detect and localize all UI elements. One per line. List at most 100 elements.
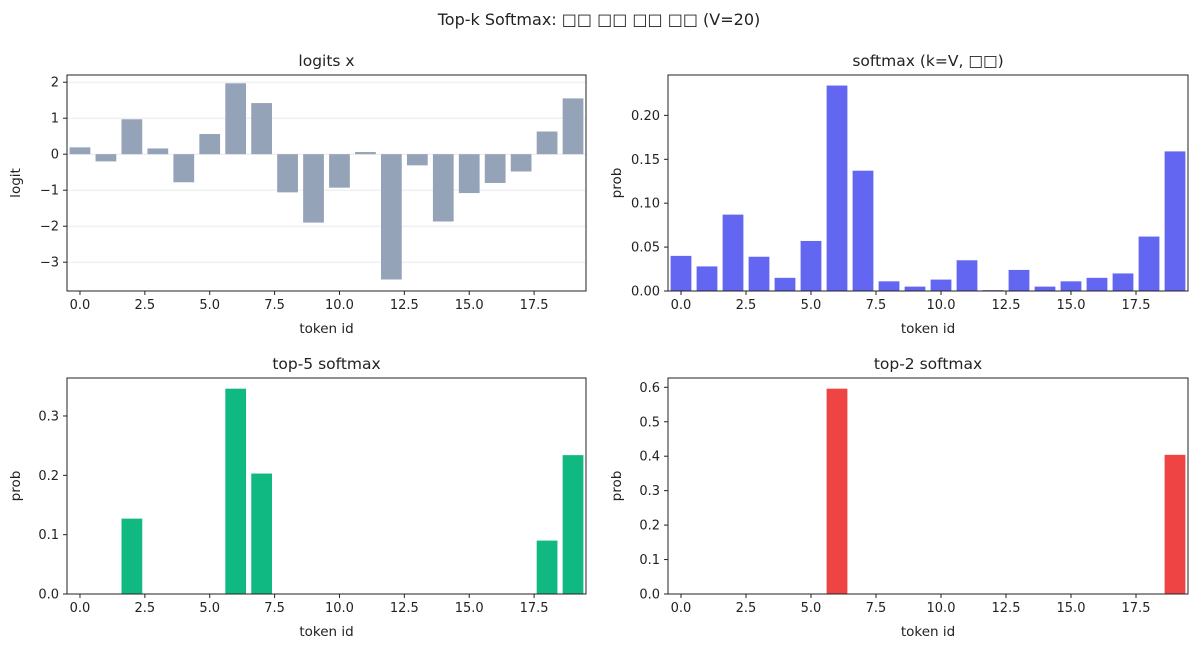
y-tick-label: 2 (51, 76, 59, 91)
x-tick-label: 12.5 (992, 601, 1021, 616)
x-tick-label: 17.5 (520, 601, 549, 616)
bar-token-14 (1034, 286, 1056, 291)
bar-token-11 (355, 152, 376, 155)
x-axis-label: token id (901, 624, 955, 640)
x-tick-label: 10.0 (325, 601, 354, 616)
bar-token-6 (225, 388, 247, 594)
bar-token-0 (670, 255, 692, 291)
y-tick-label: 0.5 (639, 415, 660, 430)
bar-token-16 (1086, 277, 1108, 291)
y-tick-label: −1 (40, 184, 59, 199)
bar-token-8 (277, 154, 298, 193)
x-axis-label: token id (299, 624, 353, 640)
bar-token-13 (1008, 269, 1030, 291)
bar-token-7 (852, 170, 874, 291)
x-axis-label: token id (299, 321, 353, 337)
y-tick-label: 0 (51, 148, 59, 163)
x-tick-label: 15.0 (455, 601, 484, 616)
bar-token-19 (562, 455, 584, 594)
x-tick-label: 5.0 (801, 601, 822, 616)
y-tick-label: 0.15 (631, 153, 660, 168)
y-tick-label: 0.6 (639, 381, 660, 396)
bar-token-7 (251, 103, 273, 155)
bar-token-3 (748, 256, 770, 291)
bar-token-2 (722, 214, 744, 291)
x-tick-label: 0.0 (671, 298, 692, 313)
bar-token-12 (380, 154, 402, 280)
bar-token-0 (69, 147, 91, 155)
x-tick-label: 2.5 (135, 298, 156, 313)
x-tick-label: 17.5 (1122, 298, 1151, 313)
subplot-1: 0.0 2.5 5.0 7.5 10.0 12.5 15.0 17.5 2 1 0 −1 −2 −3 log… (8, 52, 587, 337)
subplot-title: top-5 softmax (272, 355, 380, 373)
axes-frame (667, 74, 1189, 292)
bar-token-19 (1164, 454, 1186, 594)
x-tick-label: 2.5 (135, 601, 156, 616)
x-tick-label: 5.0 (801, 298, 822, 313)
y-tick-label: −3 (40, 256, 59, 271)
bar-token-2 (121, 518, 143, 594)
bar-token-13 (406, 154, 428, 166)
y-tick-label: 0.3 (639, 484, 660, 499)
bar-token-5 (800, 240, 822, 291)
bar-token-2 (121, 119, 143, 155)
y-axis-label: prob (609, 471, 625, 502)
bar-token-15 (458, 154, 480, 194)
x-tick-label: 2.5 (736, 601, 757, 616)
x-tick-label: 7.5 (866, 601, 887, 616)
x-tick-label: 15.0 (1057, 601, 1086, 616)
bar-token-18 (536, 131, 558, 155)
subplot-3: 0.0 2.5 5.0 7.5 10.0 12.5 15.0 17.5 0.3 0.2 0.1 0.0… (8, 355, 587, 640)
x-tick-label: 0.0 (70, 601, 91, 616)
x-tick-label: 17.5 (1122, 601, 1151, 616)
bar-token-1 (696, 266, 718, 291)
bar-token-14 (432, 154, 454, 222)
bar-token-17 (510, 154, 532, 172)
y-axis-label: prob (8, 471, 24, 502)
x-tick-label: 0.0 (671, 601, 692, 616)
y-tick-label: −2 (40, 220, 59, 235)
bar-token-10 (329, 154, 350, 188)
x-tick-label: 12.5 (992, 298, 1021, 313)
bar-token-4 (774, 277, 796, 291)
bar-token-19 (1164, 151, 1186, 291)
bar-token-15 (1060, 281, 1082, 291)
bar-token-6 (826, 85, 848, 291)
axes-frame (667, 377, 1189, 595)
x-tick-label: 10.0 (927, 298, 956, 313)
bar-token-11 (956, 260, 978, 291)
y-tick-label: 0.2 (639, 519, 660, 534)
y-tick-label: 0.00 (631, 285, 660, 300)
bar-token-18 (1138, 236, 1160, 291)
bar-token-1 (95, 154, 117, 162)
subplot-title: top-2 softmax (874, 355, 982, 373)
x-tick-label: 0.0 (70, 298, 91, 313)
y-tick-label: 0.20 (631, 109, 660, 124)
bar-token-7 (251, 473, 273, 594)
bar-token-18 (536, 540, 558, 594)
y-tick-label: 0.10 (631, 197, 660, 212)
y-tick-label: 0.05 (631, 241, 660, 256)
bar-token-16 (484, 154, 506, 183)
x-axis-label: token id (901, 321, 955, 337)
x-tick-label: 7.5 (866, 298, 887, 313)
bar-token-9 (303, 154, 324, 223)
x-tick-label: 2.5 (736, 298, 757, 313)
x-tick-label: 15.0 (455, 298, 484, 313)
bar-token-6 (225, 83, 247, 155)
axes-frame (66, 377, 587, 595)
y-tick-label: 0.2 (38, 469, 59, 484)
bar-token-8 (878, 281, 900, 291)
subplot-title: logits x (298, 52, 354, 70)
y-tick-label: 0.4 (639, 450, 660, 465)
axes-frame (66, 74, 587, 292)
x-tick-label: 7.5 (264, 601, 285, 616)
bar-token-4 (173, 154, 195, 183)
x-tick-label: 12.5 (390, 601, 419, 616)
subplot-2: 0.0 2.5 5.0 7.5 10.0 12.5 15.0 17.5 0.20 0.15 0.10… (609, 52, 1189, 337)
x-tick-label: 10.0 (927, 601, 956, 616)
y-axis-label: prob (609, 168, 625, 199)
y-tick-label: 0.1 (38, 528, 59, 543)
y-tick-label: 0.0 (639, 588, 660, 603)
x-tick-label: 5.0 (199, 298, 220, 313)
